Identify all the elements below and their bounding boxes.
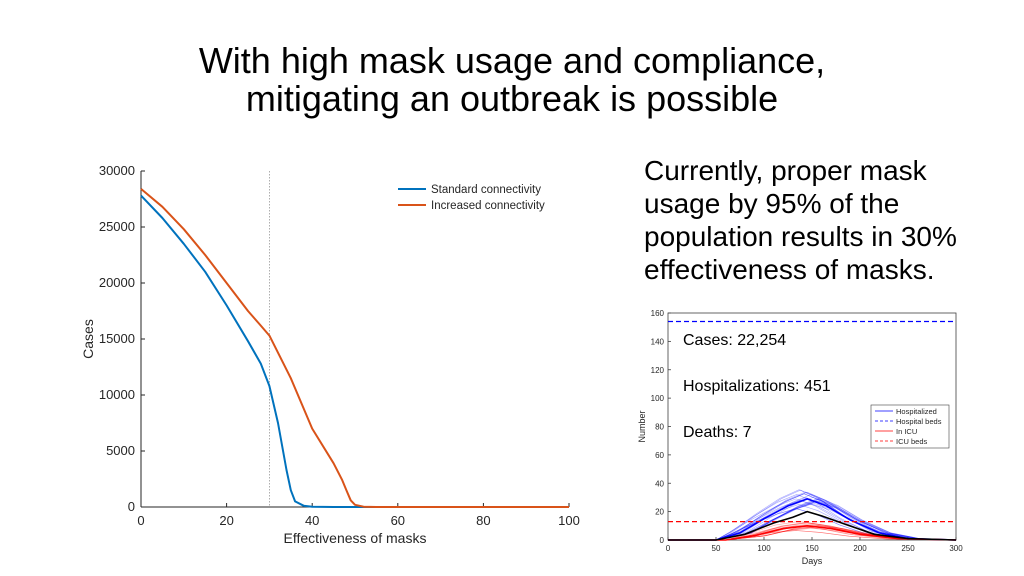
inset-annotation-2: Hospitalizations: 451 xyxy=(683,378,831,395)
icu-run-11 xyxy=(668,525,957,541)
hospitalized-run-3 xyxy=(668,493,957,541)
icu-run-16 xyxy=(668,523,957,541)
hospitalized-run-24 xyxy=(668,500,957,541)
x-tick-label: 20 xyxy=(219,513,233,528)
y-tick-label: 30000 xyxy=(99,163,135,178)
icu-run-12 xyxy=(668,522,957,541)
title-line-2: mitigating an outbreak is possible xyxy=(245,78,779,119)
y-tick-label: 25000 xyxy=(99,219,135,234)
hospitalized-run-23 xyxy=(668,493,957,541)
inset-series-line-5 xyxy=(668,510,957,541)
x-tick-label: 0 xyxy=(137,513,144,528)
inset-y-tick-label: 40 xyxy=(655,479,664,488)
inset-x-tick-label: 50 xyxy=(712,544,721,553)
inset-y-tick-label: 80 xyxy=(655,423,664,432)
hospitalized-run-15 xyxy=(668,508,957,541)
icu-run-5 xyxy=(668,524,957,541)
inset-y-tick-label: 120 xyxy=(651,366,665,375)
icu-run-6 xyxy=(668,526,957,541)
icu-run-9 xyxy=(668,526,957,541)
icu-run-2 xyxy=(668,525,957,541)
inset-y-tick-label: 60 xyxy=(655,451,664,460)
inset-x-tick-label: 100 xyxy=(757,544,771,553)
inset-x-tick-label: 250 xyxy=(901,544,915,553)
hospitalized-run-13 xyxy=(668,498,957,541)
inset-x-tick-label: 200 xyxy=(853,544,867,553)
legend-label-2: Increased connectivity xyxy=(431,200,545,212)
inset-y-tick-label: 0 xyxy=(660,536,665,545)
inset-legend-label-4: ICU beds xyxy=(896,437,928,446)
hospitalized-run-22 xyxy=(668,494,957,541)
y-tick-label: 15000 xyxy=(99,331,135,346)
hospitalized-run-20 xyxy=(668,500,957,541)
inset-x-axis-label: Days xyxy=(802,556,823,566)
title-line-1: With high mask usage and compliance, xyxy=(198,40,826,81)
inset-y-tick-label: 100 xyxy=(651,394,665,403)
y-tick-label: 0 xyxy=(128,499,135,514)
x-tick-label: 40 xyxy=(305,513,319,528)
hospitalized-run-8 xyxy=(668,499,957,541)
icu-run-14 xyxy=(668,524,957,541)
inset-plot-frame xyxy=(667,312,957,541)
icu-run-4 xyxy=(668,530,957,541)
inset-x-tick-label: 300 xyxy=(949,544,963,553)
y-tick-label: 10000 xyxy=(99,387,135,402)
x-axis-label: Effectiveness of masks xyxy=(284,530,427,546)
inset-y-tick-label: 160 xyxy=(651,309,665,318)
inset-legend-label-3: In ICU xyxy=(896,427,917,436)
slide-title: With high mask usage and compliance, mit… xyxy=(0,42,1024,118)
inset-y-axis-label: Number xyxy=(637,410,647,442)
icu-run-15 xyxy=(668,530,957,541)
hospitalized-run-17 xyxy=(668,499,957,541)
icu-run-10 xyxy=(668,527,957,541)
hospitalized-run-9 xyxy=(668,500,957,541)
hospitalized-run-11 xyxy=(668,498,957,541)
inset-y-tick-label: 140 xyxy=(651,337,665,346)
hospitalized-run-7 xyxy=(668,489,957,541)
y-tick-label: 20000 xyxy=(99,275,135,290)
legend-label-1: Standard connectivity xyxy=(431,184,541,196)
hospitalized-run-6 xyxy=(668,501,957,541)
hospitalized-run-14 xyxy=(668,497,957,541)
hospitalized-run-12 xyxy=(668,491,957,541)
hospitalized-run-21 xyxy=(668,502,957,541)
series-line-1 xyxy=(140,194,569,508)
inset-legend-label-1: Hospitalized xyxy=(896,407,937,416)
icu-run-8 xyxy=(668,526,957,541)
inset-series-line-3 xyxy=(668,524,957,541)
hospitalized-run-5 xyxy=(668,497,957,541)
hospitalized-run-2 xyxy=(668,497,957,541)
series-line-2 xyxy=(140,188,569,508)
inset-annotation-3: Deaths: 7 xyxy=(683,424,752,441)
x-tick-label: 60 xyxy=(391,513,405,528)
inset-y-tick-label: 20 xyxy=(655,508,664,517)
hospitalized-run-4 xyxy=(668,508,957,541)
inset-series-line-1 xyxy=(668,498,957,541)
hospitalized-run-19 xyxy=(668,504,957,541)
inset-x-tick-label: 150 xyxy=(805,544,819,553)
x-tick-label: 100 xyxy=(558,513,580,528)
inset-x-tick-label: 0 xyxy=(666,544,671,553)
icu-run-13 xyxy=(668,525,957,541)
hospitalized-run-16 xyxy=(668,494,957,541)
inset-legend-box xyxy=(870,404,950,449)
x-tick-label: 80 xyxy=(476,513,490,528)
y-axis-label: Cases xyxy=(80,319,96,359)
y-tick-label: 5000 xyxy=(106,443,135,458)
hospitalized-run-18 xyxy=(668,489,957,541)
inset-legend-label-2: Hospital beds xyxy=(896,417,942,426)
hospitalized-run-1 xyxy=(668,491,957,541)
mask-usage-note: Currently, proper mask usage by 95% of t… xyxy=(644,155,957,285)
icu-run-3 xyxy=(668,523,957,541)
icu-run-1 xyxy=(668,522,957,541)
inset-annotation-1: Cases: 22,254 xyxy=(683,332,786,349)
hospitalized-run-10 xyxy=(668,503,957,541)
icu-run-7 xyxy=(668,521,957,541)
